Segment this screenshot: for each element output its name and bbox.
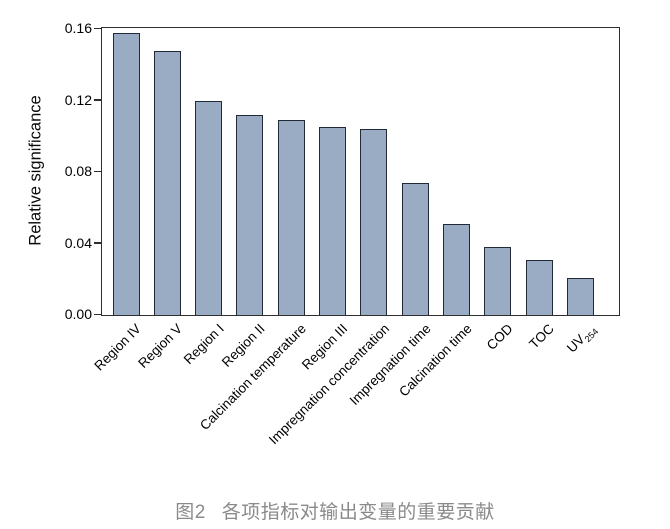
y-tick-label: 0.04 [64, 234, 92, 251]
x-tick-label-cod: COD [483, 321, 516, 353]
x-tick-label-subscript: 254 [582, 326, 601, 345]
y-axis-title-text: Relative significance [26, 94, 45, 246]
bar-calcination-temperature [277, 120, 305, 315]
bar-region-v [153, 50, 181, 315]
y-tick-mark [94, 27, 102, 30]
bar-region-ii [236, 114, 264, 315]
y-tick-mark [94, 170, 102, 173]
y-tick-label: 0.16 [64, 20, 92, 36]
y-tick-mark [94, 242, 102, 244]
x-tick-label-uv: UV254 [563, 326, 601, 356]
bar-region-iii [319, 127, 346, 315]
bar-impregnation-concentration [360, 129, 388, 315]
x-tick-label-region-iv: Region IV [91, 321, 145, 374]
y-axis-title: Relative significance [18, 60, 54, 280]
bar-cod [484, 247, 512, 315]
bar-region-iv [112, 32, 140, 315]
bar-impregnation-time [401, 182, 429, 315]
figure-caption-text: 各项指标对输出变量的重要贡献 [221, 502, 495, 523]
x-tick-label-toc: TOC [526, 321, 558, 352]
y-tick-label: 0.12 [64, 91, 92, 108]
y-tick-mark [94, 99, 102, 101]
plot-area [101, 27, 620, 316]
y-tick-label: 0.08 [64, 163, 92, 179]
x-tick-label-calcination-time: Calcination time [395, 321, 475, 400]
figure-caption-label: 图2 [175, 502, 206, 523]
bar-calcination-time [442, 223, 470, 315]
y-tick-mark [94, 313, 102, 316]
x-tick-label-region-v: Region V [135, 321, 186, 371]
bar-toc [525, 259, 553, 315]
figure-caption: 图2 各项指标对输出变量的重要贡献 [0, 497, 670, 524]
bar-region-i [195, 100, 223, 315]
bar-uv [566, 277, 594, 315]
y-tick-label: 0.00 [64, 306, 92, 322]
